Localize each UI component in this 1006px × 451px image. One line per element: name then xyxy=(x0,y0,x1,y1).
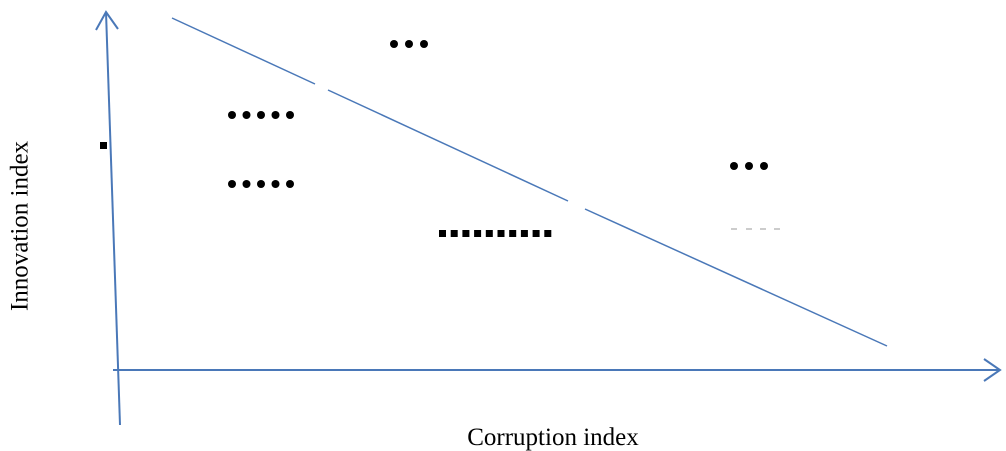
dot xyxy=(760,162,768,170)
dot xyxy=(405,40,413,48)
dot xyxy=(271,180,280,188)
x-axis-arrow xyxy=(983,358,1002,382)
dot xyxy=(257,180,265,188)
y-axis xyxy=(105,11,121,426)
dot xyxy=(730,162,738,170)
dot xyxy=(509,230,517,237)
dot xyxy=(450,230,458,237)
dot xyxy=(271,111,280,119)
dot xyxy=(745,162,753,170)
y-axis-arrow xyxy=(95,10,119,31)
axes xyxy=(95,10,1002,426)
dot xyxy=(420,40,428,48)
dot xyxy=(228,111,236,119)
dot xyxy=(257,111,265,119)
dot xyxy=(286,111,294,119)
dot xyxy=(497,230,505,237)
dot xyxy=(242,180,251,188)
dot xyxy=(100,142,107,149)
y-axis-label: Innovation index xyxy=(7,140,34,311)
dot xyxy=(485,230,493,237)
dot xyxy=(439,230,446,237)
dot xyxy=(286,180,294,188)
dot xyxy=(532,230,540,237)
dot xyxy=(474,230,482,237)
dot xyxy=(462,230,470,237)
dot xyxy=(228,180,236,188)
trend-line xyxy=(327,89,569,202)
dot xyxy=(242,111,251,119)
dot xyxy=(520,230,528,237)
dot xyxy=(390,40,398,48)
x-axis-label: Corruption index xyxy=(467,424,639,451)
trend-line xyxy=(171,17,316,85)
dot xyxy=(544,230,552,237)
dot-clusters xyxy=(100,40,768,237)
trend-line xyxy=(584,208,888,347)
